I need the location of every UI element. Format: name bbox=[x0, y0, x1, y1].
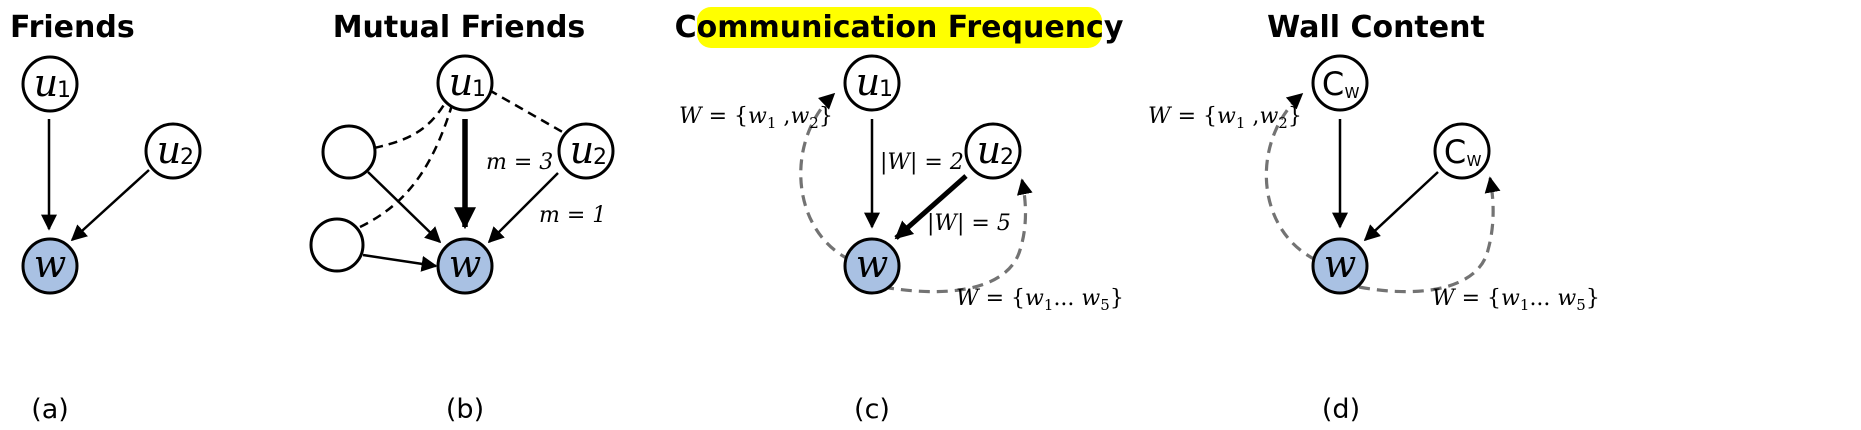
svg-text:u: u bbox=[449, 60, 473, 104]
svg-text:u: u bbox=[856, 60, 880, 104]
panel-b: Mutual Friends u 1 u 2 w m = 3 m = 1 (b) bbox=[309, 10, 615, 425]
node-mutual-friend-1 bbox=[321, 124, 377, 180]
panel-c-caption: (c) bbox=[854, 394, 890, 425]
panel-a-caption: (a) bbox=[31, 394, 69, 425]
set-label-lower: W = {w1... w5} bbox=[1432, 286, 1600, 314]
node-w: w bbox=[21, 237, 79, 295]
edge-label-count-u2: |W| = 5 bbox=[927, 211, 1011, 236]
svg-text:w: w bbox=[449, 242, 482, 286]
dashed-u1-u2 bbox=[488, 88, 567, 136]
dashed-curve-w-cw2 bbox=[1358, 176, 1501, 294]
svg-text:2: 2 bbox=[593, 145, 607, 170]
panel-d-caption: (d) bbox=[1322, 394, 1360, 425]
dashed-u1-friend1 bbox=[373, 97, 450, 150]
edge-label-m-u2: m = 1 bbox=[539, 203, 606, 228]
edge-friend2-w bbox=[362, 253, 438, 272]
panel-b-title: Mutual Friends bbox=[333, 10, 586, 45]
node-u2: u 2 bbox=[557, 122, 615, 180]
set-label-upper: W = {w1 ,w2} bbox=[1148, 104, 1302, 132]
svg-text:w: w bbox=[856, 242, 889, 286]
node-u2: u 2 bbox=[144, 122, 202, 180]
panel-c: Communication Frequency u 1 u 2 w |W| = … bbox=[675, 7, 1124, 425]
svg-text:2: 2 bbox=[1000, 145, 1014, 170]
svg-text:1: 1 bbox=[879, 77, 893, 102]
dashed-curve-w-u1 bbox=[799, 92, 851, 262]
node-u1: u 1 bbox=[843, 54, 901, 112]
panel-d: Wall Content C W C W w W = {w1 ,w2} W = … bbox=[1148, 10, 1600, 425]
svg-text:u: u bbox=[157, 128, 181, 172]
svg-text:2: 2 bbox=[180, 145, 194, 170]
node-u2: u 2 bbox=[964, 122, 1022, 180]
node-mutual-friend-2 bbox=[309, 217, 365, 273]
edge-friend1-w bbox=[367, 171, 442, 244]
edge-u2-w bbox=[70, 169, 150, 242]
svg-text:W: W bbox=[1345, 84, 1360, 102]
edge-label-m-u1: m = 3 bbox=[486, 150, 553, 175]
panel-a: Friends u 1 u 2 w (a) bbox=[10, 10, 202, 425]
node-u1: u 1 bbox=[436, 54, 494, 112]
node-cw2: C W bbox=[1433, 122, 1491, 180]
svg-text:C: C bbox=[1322, 65, 1344, 103]
panel-b-caption: (b) bbox=[446, 394, 484, 425]
svg-text:u: u bbox=[570, 128, 594, 172]
node-w: w bbox=[843, 237, 901, 295]
svg-text:u: u bbox=[977, 128, 1001, 172]
edge-u2-w bbox=[487, 172, 559, 244]
panel-d-title: Wall Content bbox=[1267, 10, 1485, 45]
panel-a-title: Friends bbox=[10, 10, 135, 45]
panel-c-title-highlight bbox=[697, 7, 1102, 48]
svg-text:W: W bbox=[1467, 152, 1482, 170]
svg-text:1: 1 bbox=[472, 77, 486, 102]
node-w: w bbox=[1311, 237, 1369, 295]
set-label-lower: W = {w1... w5} bbox=[956, 286, 1124, 314]
edge-u2-w bbox=[894, 174, 968, 240]
svg-text:C: C bbox=[1444, 133, 1466, 171]
dashed-u1-friend2 bbox=[359, 104, 454, 229]
node-u1: u 1 bbox=[21, 55, 79, 113]
panel-c-title: Communication Frequency bbox=[675, 10, 1124, 45]
svg-text:w: w bbox=[1324, 242, 1357, 286]
svg-text:1: 1 bbox=[57, 78, 71, 103]
node-cw1: C W bbox=[1311, 54, 1369, 112]
svg-text:u: u bbox=[34, 61, 58, 105]
set-label-upper: W = {w1 ,w2} bbox=[679, 104, 833, 132]
node-w: w bbox=[436, 237, 494, 295]
edge-cw2-w bbox=[1363, 171, 1439, 242]
svg-text:w: w bbox=[34, 242, 67, 286]
edge-label-count-u1: |W| = 2 bbox=[880, 150, 964, 175]
dashed-curve-w-cw1 bbox=[1264, 92, 1317, 262]
dashed-curve-w-u2 bbox=[882, 178, 1033, 294]
